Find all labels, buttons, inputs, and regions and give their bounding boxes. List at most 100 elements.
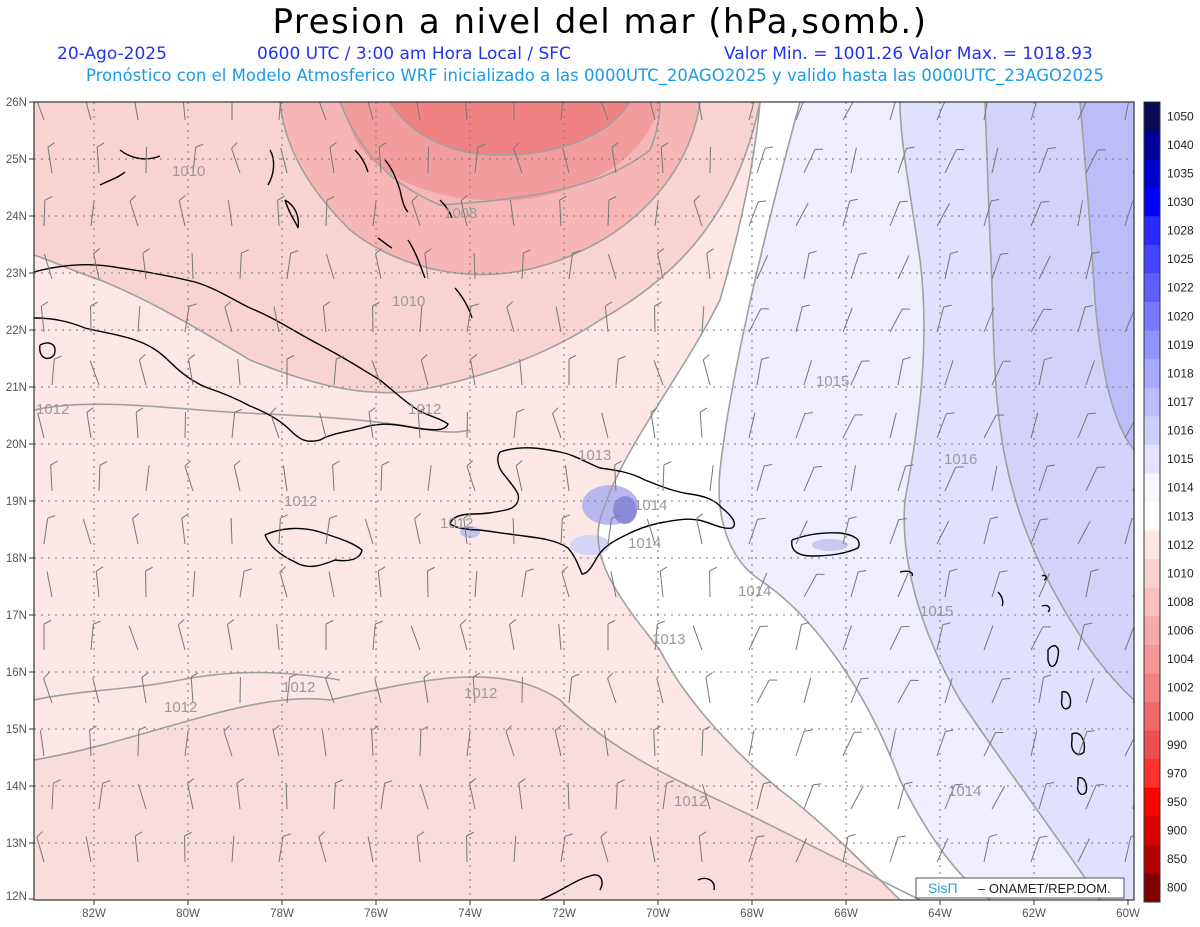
wind-barb xyxy=(991,254,1001,280)
wind-barb-flag xyxy=(709,566,717,572)
colorbar-swatch xyxy=(1144,759,1160,789)
wind-barb xyxy=(1038,677,1045,704)
wind-barb xyxy=(145,465,150,492)
forecast-time: 0600 UTC / 3:00 am Hora Local / SFC xyxy=(257,44,571,64)
wind-barb xyxy=(233,465,241,492)
wind-barb-flag xyxy=(564,833,573,837)
wind-barb xyxy=(371,730,374,757)
wind-barb xyxy=(137,783,147,810)
wind-barb xyxy=(325,199,328,227)
wind-barb-flag xyxy=(231,142,238,149)
wind-barb-flag xyxy=(1002,678,1011,680)
wind-barb-flag xyxy=(1096,784,1105,786)
wind-barb xyxy=(842,102,854,121)
wind-barb-flag xyxy=(227,619,235,625)
wind-barb xyxy=(230,517,233,545)
wind-barb xyxy=(128,625,139,651)
wind-barb-flag xyxy=(41,301,49,307)
wind-barb xyxy=(560,836,566,863)
wind-barb-flag xyxy=(516,408,525,413)
lon-label: 60W xyxy=(1116,908,1140,920)
colorbar-swatch xyxy=(1144,273,1160,303)
wind-barb xyxy=(134,836,139,863)
wind-barb-flag xyxy=(36,831,44,838)
wind-barb xyxy=(983,732,996,757)
wind-barb xyxy=(701,306,705,333)
wind-barb-flag xyxy=(323,301,331,307)
wind-barb-flag xyxy=(608,196,617,201)
wind-barb-flag xyxy=(650,407,658,413)
lat-label: 16N xyxy=(6,667,27,679)
lat-label: 23N xyxy=(6,268,27,280)
wind-barb-flag xyxy=(1130,835,1134,838)
wind-barb xyxy=(472,677,476,704)
wind-barb-flag xyxy=(132,513,140,519)
wind-barb-flag xyxy=(572,250,581,254)
wind-barb xyxy=(138,359,147,386)
wind-barb-flag xyxy=(693,195,700,202)
wind-barb xyxy=(696,518,703,545)
wind-barb xyxy=(1030,201,1042,227)
wind-barb xyxy=(600,102,609,121)
wind-barb-flag xyxy=(181,513,189,519)
wind-barb xyxy=(51,359,55,386)
wind-barb-flag xyxy=(950,251,959,255)
contour-label: 1010 xyxy=(392,293,425,310)
wind-barb-flag xyxy=(336,355,344,360)
wind-barb xyxy=(897,148,907,174)
colorbar-swatch xyxy=(1144,330,1160,360)
wind-barb-flag xyxy=(460,195,468,202)
wind-barb xyxy=(936,520,950,545)
colorbar-swatch xyxy=(1144,673,1160,703)
wind-barb xyxy=(277,200,280,227)
wind-barb xyxy=(89,730,92,757)
wind-barb xyxy=(897,255,910,280)
wind-barb xyxy=(991,465,998,492)
wind-barb-flag xyxy=(858,569,867,573)
lat-label: 14N xyxy=(6,781,27,793)
lat-label: 13N xyxy=(6,838,27,850)
wind-barb-flag xyxy=(177,619,185,626)
colorbar-swatch xyxy=(1144,587,1160,617)
contour-label: 1012 xyxy=(36,401,69,418)
wind-barb xyxy=(226,624,233,651)
wind-barb xyxy=(944,360,954,386)
wind-barb-flag xyxy=(270,407,277,414)
wind-barb-flag xyxy=(999,570,1008,573)
wind-barb xyxy=(321,730,327,757)
colorbar-swatch xyxy=(1144,502,1160,532)
wind-barb-flag xyxy=(325,619,334,625)
wind-barb-flag xyxy=(93,620,101,625)
wind-barb-flag xyxy=(188,354,196,360)
wind-barb xyxy=(991,678,1003,704)
wind-barb xyxy=(1030,102,1038,121)
wind-barb xyxy=(1085,360,1095,386)
wind-barb-flag xyxy=(470,354,478,360)
wind-barb xyxy=(698,836,703,863)
wind-barb xyxy=(375,253,382,280)
colorbar-swatch xyxy=(1144,216,1160,246)
wind-barb xyxy=(521,571,527,598)
contour-label: 1016 xyxy=(944,451,977,468)
wind-barb xyxy=(803,574,818,598)
wind-barb xyxy=(850,571,859,598)
wind-barb-flag xyxy=(289,673,298,678)
wind-barb xyxy=(709,465,714,492)
lat-label: 20N xyxy=(6,439,27,451)
wind-barb-flag xyxy=(279,566,287,573)
wind-barb-flag xyxy=(1084,622,1093,626)
wind-barb xyxy=(1030,837,1040,863)
wind-barb-flag xyxy=(102,780,111,784)
wind-barb xyxy=(748,626,761,651)
wind-barb xyxy=(601,412,609,439)
wind-barb-flag xyxy=(562,514,570,519)
wind-barb xyxy=(416,836,421,863)
colorbar-label: 990 xyxy=(1167,738,1187,752)
wind-barb-flag xyxy=(1086,730,1095,733)
wind-barb-flag xyxy=(904,781,913,785)
wind-barb xyxy=(319,412,327,439)
wind-barb-flag xyxy=(561,566,569,573)
wind-barb-flag xyxy=(568,354,577,360)
wind-barb xyxy=(842,307,853,333)
wind-barb xyxy=(756,359,763,386)
